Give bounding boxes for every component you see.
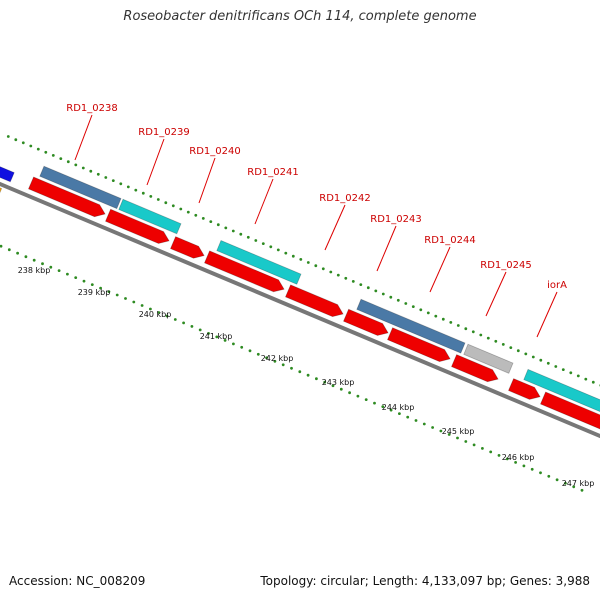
outer-tick-ring [6,135,600,387]
leader-line [429,246,451,293]
leader-line [74,114,93,161]
leader-line [146,138,165,186]
gene-feature-orange[interactable] [0,184,3,194]
gene-label-group[interactable]: RD1_0242 [319,193,371,251]
scale-label: 246 kbp [502,453,535,462]
gene-feature-rd1-0239[interactable] [118,198,182,235]
gene-label-group[interactable]: RD1_0239 [138,127,190,186]
scale-tick-ring [0,244,584,492]
cds-arrow[interactable] [507,378,541,400]
gene-label-group[interactable]: RD1_0241 [247,167,299,225]
gene-label[interactable]: RD1_0244 [424,235,475,246]
gene-feature-rd1-0243[interactable] [356,298,466,354]
scale-label: 243 kbp [322,378,355,387]
leader-line [324,204,346,251]
cds-arrow[interactable] [450,354,499,383]
cds-arrow[interactable] [386,327,451,363]
leader-line [254,178,274,225]
gene-feature-rd1-0238[interactable] [39,165,122,210]
gene-label[interactable]: RD1_0241 [247,167,298,178]
gene-label-group[interactable]: RD1_0240 [189,146,241,204]
gene-feature-rd1-0241[interactable] [216,239,302,285]
cds-arrow[interactable] [539,391,600,432]
scale-label: 245 kbp [442,427,475,436]
scale-label: 239 kbp [78,288,111,297]
gene-feature-iora[interactable] [523,368,600,420]
scale-label: 244 kbp [382,403,415,412]
accession-text: Accession: NC_008209 [9,574,146,588]
cds-arrow[interactable] [104,208,170,244]
gene-label[interactable]: RD1_0243 [370,214,421,225]
gene-label[interactable]: RD1_0239 [138,127,189,138]
cds-arrow[interactable] [342,308,389,336]
genome-summary-text: Topology: circular; Length: 4,133,097 bp… [260,574,590,588]
gene-label-group[interactable]: RD1_0244 [424,235,476,293]
scale-label: 241 kbp [200,332,233,341]
gene-label[interactable]: RD1_0240 [189,146,240,157]
cds-arrow[interactable] [169,236,205,259]
gene-label-group[interactable]: RD1_0245 [480,260,532,317]
scale-label: 242 kbp [261,354,294,363]
gene-label-group[interactable]: RD1_0238 [66,103,118,161]
map-title: Roseobacter denitrificans OCh 114, compl… [123,9,477,24]
gene-label[interactable]: RD1_0242 [319,193,370,204]
cds-arrow[interactable] [203,250,285,293]
genome-backbone [0,181,600,439]
gene-label-group[interactable]: iorA [536,280,567,338]
leader-line [485,271,507,317]
gene-label[interactable]: RD1_0238 [66,103,117,114]
cds-arrow[interactable] [27,176,106,218]
scale-label: 247 kbp [562,479,595,488]
gene-feature-rd1-0244[interactable] [463,343,514,374]
leader-line [536,291,558,338]
leader-line [198,157,216,204]
scale-label: 238 kbp [18,266,51,275]
gene-feature-blue[interactable] [0,164,15,183]
gene-label-group[interactable]: RD1_0243 [370,214,422,272]
scale-label: 240 kbp [139,310,172,319]
gene-label[interactable]: iorA [547,280,567,291]
cds-arrow[interactable] [284,284,344,318]
leader-line [376,225,397,272]
gene-label[interactable]: RD1_0245 [480,260,531,271]
